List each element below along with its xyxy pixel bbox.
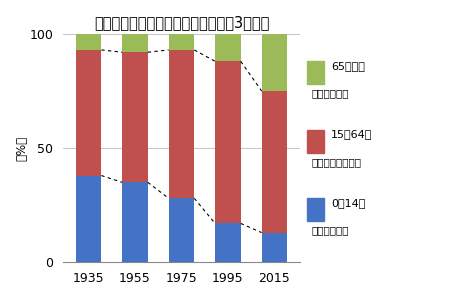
Title: 埼玉県の人口のうつりかわり（年齢3区分）: 埼玉県の人口のうつりかわり（年齢3区分） bbox=[94, 15, 269, 30]
Text: 65歳以上: 65歳以上 bbox=[331, 61, 364, 71]
FancyBboxPatch shape bbox=[307, 61, 324, 84]
Bar bbox=[169, 34, 194, 50]
Bar bbox=[261, 91, 287, 232]
Text: （生産年齢人口）: （生産年齢人口） bbox=[312, 157, 362, 167]
FancyBboxPatch shape bbox=[307, 198, 324, 221]
Bar bbox=[169, 198, 194, 262]
Bar bbox=[215, 61, 241, 224]
Bar bbox=[122, 52, 148, 182]
Text: （年少人口）: （年少人口） bbox=[312, 225, 349, 235]
Bar bbox=[122, 34, 148, 52]
FancyBboxPatch shape bbox=[307, 130, 324, 153]
Bar bbox=[76, 50, 101, 175]
Bar bbox=[261, 232, 287, 262]
Text: 15〜64歳: 15〜64歳 bbox=[331, 129, 372, 140]
Bar bbox=[215, 224, 241, 262]
Bar bbox=[122, 182, 148, 262]
Text: 0〜14歳: 0〜14歳 bbox=[331, 198, 365, 208]
Bar bbox=[76, 34, 101, 50]
Bar bbox=[215, 34, 241, 61]
Y-axis label: （%）: （%） bbox=[15, 136, 28, 161]
Text: （老年人口）: （老年人口） bbox=[312, 88, 349, 98]
Bar bbox=[261, 34, 287, 91]
Bar bbox=[76, 176, 101, 262]
Bar bbox=[169, 50, 194, 198]
